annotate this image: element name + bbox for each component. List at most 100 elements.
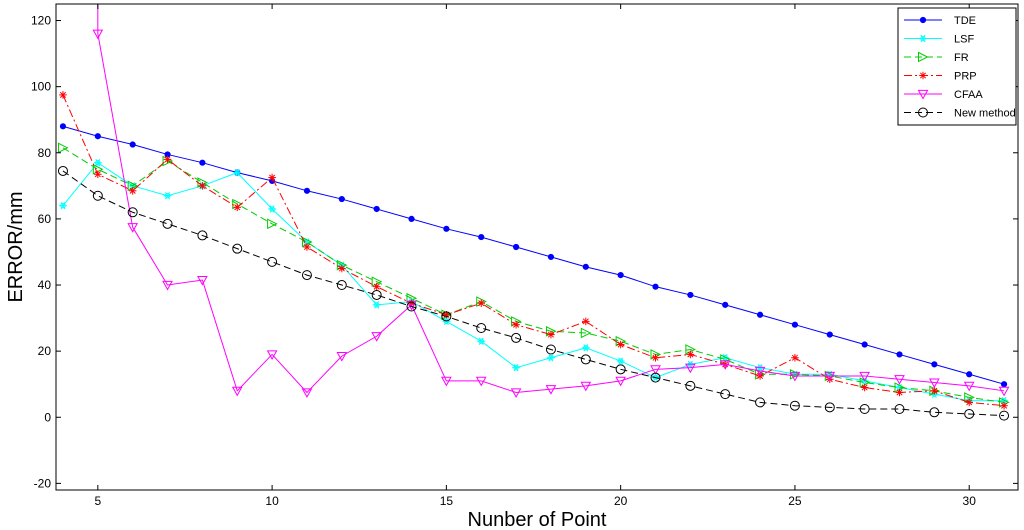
data-point-new-method — [441, 311, 452, 322]
data-point-prp — [791, 353, 799, 362]
y-tick-label: 20 — [38, 344, 52, 358]
data-point-new-method — [162, 218, 173, 229]
y-tick-label: 60 — [38, 212, 52, 226]
data-point-prp — [512, 320, 520, 329]
x-axis-label: Nunber of Point — [468, 509, 607, 530]
y-tick-label: 40 — [38, 278, 52, 292]
series-layer — [57, 4, 1010, 421]
data-point-new-method — [197, 230, 208, 241]
data-point-cfaa — [963, 381, 975, 392]
data-point-cfaa — [650, 365, 661, 375]
data-point-tde — [129, 141, 136, 148]
data-point-cfaa — [475, 376, 487, 387]
data-point-cfaa — [719, 360, 731, 370]
data-point-lsf — [93, 158, 102, 167]
y-tick-label: -20 — [34, 476, 52, 490]
data-point-new-method — [789, 400, 800, 411]
legend-marker — [918, 51, 929, 63]
data-point-new-method — [511, 332, 522, 343]
plot-frame — [55, 3, 1019, 491]
series-line-cfaa — [97, 4, 1005, 394]
data-point-cfaa — [231, 386, 243, 397]
data-point-new-method — [824, 402, 835, 413]
series-line-tde — [62, 125, 1005, 385]
data-point-cfaa — [615, 376, 627, 387]
data-point-new-method — [267, 256, 278, 267]
data-point-cfaa — [127, 223, 139, 233]
data-point-prp — [686, 350, 695, 359]
data-point-tde — [861, 341, 868, 348]
series-line-prp — [62, 94, 1005, 407]
legend-item-lsf: LSF — [904, 34, 974, 46]
data-point-tde — [408, 215, 415, 222]
data-point-fr — [57, 142, 69, 154]
legend-label: PRP — [954, 71, 977, 83]
data-point-prp — [163, 155, 172, 164]
data-point-lsf — [616, 357, 625, 365]
data-point-tde — [303, 187, 311, 194]
data-point-cfaa — [928, 378, 940, 389]
x-tick-label: 10 — [265, 494, 279, 508]
legend-marker — [917, 89, 929, 100]
series-new-method — [57, 165, 1010, 421]
data-point-cfaa — [510, 388, 522, 398]
series-line-fr — [62, 147, 1005, 403]
data-point-prp — [268, 173, 276, 182]
data-point-new-method — [92, 190, 103, 201]
legend-box — [897, 7, 1017, 126]
data-point-cfaa — [336, 352, 348, 362]
data-point-prp — [477, 299, 486, 308]
data-point-tde — [896, 351, 903, 358]
data-point-prp — [1000, 401, 1008, 410]
data-point-lsf — [163, 192, 172, 200]
x-tick-label: 25 — [788, 494, 802, 508]
data-point-new-method — [57, 165, 68, 176]
data-point-new-method — [127, 207, 138, 218]
legend-item-tde: TDE — [904, 15, 976, 27]
data-point-prp — [860, 383, 869, 392]
data-point-lsf — [268, 205, 277, 213]
data-point-cfaa — [545, 385, 557, 395]
data-point-new-method — [650, 372, 661, 383]
x-tick-label: 20 — [614, 494, 628, 508]
data-point-lsf — [372, 301, 381, 309]
data-point-tde — [478, 233, 485, 241]
data-point-prp — [895, 388, 904, 397]
data-point-tde — [756, 311, 764, 318]
data-point-new-method — [476, 323, 487, 333]
data-point-prp — [233, 203, 242, 212]
data-point-lsf — [58, 201, 67, 210]
legend-label: TDE — [954, 15, 976, 27]
legend-item-fr: FR — [904, 51, 969, 64]
data-point-cfaa — [162, 280, 173, 291]
data-point-prp — [338, 264, 346, 273]
y-axis-label: ERROR/mm — [5, 191, 27, 302]
data-point-cfaa — [197, 275, 208, 286]
data-point-prp — [930, 387, 939, 395]
data-point-lsf — [512, 363, 521, 372]
data-point-prp — [581, 317, 590, 326]
data-point-new-method — [685, 380, 696, 391]
data-point-tde — [199, 159, 206, 166]
data-point-tde — [826, 331, 833, 338]
data-point-tde — [966, 371, 973, 378]
legend-marker — [918, 107, 928, 118]
legend-label: CFAA — [954, 89, 983, 101]
data-point-fr — [267, 218, 278, 230]
data-point-new-method — [929, 407, 940, 418]
data-point-lsf — [477, 337, 486, 345]
data-point-fr — [580, 327, 592, 339]
data-point-cfaa — [789, 371, 801, 382]
y-tick-label: 80 — [38, 146, 52, 160]
data-point-tde — [687, 291, 694, 299]
data-point-prp — [59, 91, 67, 99]
data-point-new-method — [859, 404, 870, 414]
data-point-tde — [512, 243, 520, 251]
data-point-cfaa — [894, 375, 905, 385]
data-point-cfaa — [754, 366, 766, 377]
legend-label: New method — [954, 108, 1016, 120]
data-point-tde — [722, 301, 729, 308]
data-point-tde — [582, 263, 589, 270]
data-point-cfaa — [859, 371, 870, 382]
